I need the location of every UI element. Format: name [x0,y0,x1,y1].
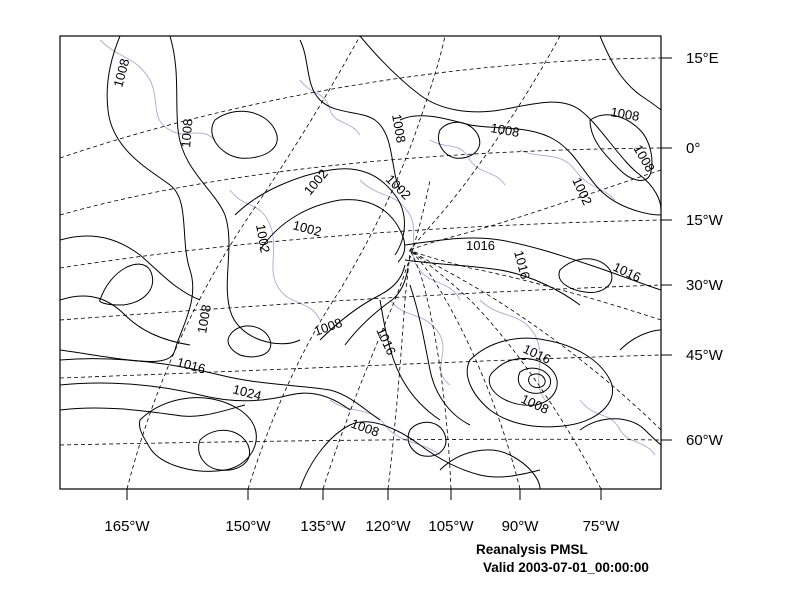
longitude-axis: 165°W 150°W 135°W 120°W 105°W 90°W 75°W [104,489,620,535]
lon-label: 165°W [104,518,150,535]
caption-title: Reanalysis PMSL [476,542,588,557]
contour-label: 1024 [231,381,263,403]
latitude-axis: 15°E 0° 15°W 30°W 45°W 60°W [661,50,724,449]
map-frame [59,35,662,490]
lat-label: 45°W [686,347,724,364]
contour-label: 1008 [110,57,132,89]
lon-label: 105°W [428,518,474,535]
contour-label: 1002 [291,217,323,239]
lon-label: 90°W [502,518,540,535]
contour-labels: 1008 1008 1008 1008 1008 1008 1002 1002 … [110,57,657,440]
contour-label: 1002 [253,223,273,254]
contour-label: 1016 [466,238,495,253]
contour-label: 1008 [349,416,381,440]
lat-label: 30°W [686,277,724,294]
contour-label: 1016 [611,259,644,285]
lon-label: 150°W [225,518,271,535]
map-plot-area: 1008 1008 1008 1008 1008 1008 1002 1002 … [60,36,661,489]
contour-label: 1016 [511,249,533,281]
contour-label: 1008 [178,118,195,148]
lat-label: 60°W [686,432,724,449]
lat-label: 15°W [686,212,724,229]
lon-label: 120°W [365,518,411,535]
contour-label: 1008 [389,113,409,144]
lat-label: 0° [686,140,700,157]
contour-label: 1008 [312,315,344,339]
contour-label: 1008 [519,391,552,417]
graticule [60,36,661,489]
contour-label: 1008 [609,104,640,124]
map-caption: Reanalysis PMSL Valid 2003-07-01_00:00:0… [476,542,649,575]
contour-label: 1016 [175,354,207,376]
coastlines [99,39,656,456]
lon-label: 75°W [583,518,621,535]
contour-label: 1016 [373,325,399,358]
isobars [60,36,661,489]
contour-label: 1016 [521,341,554,367]
contour-label: 1008 [194,303,214,334]
lat-label: 15°E [686,50,719,67]
caption-valid-time: Valid 2003-07-01_00:00:00 [483,560,649,575]
lon-label: 135°W [300,518,346,535]
contour-label: 1008 [489,120,520,140]
